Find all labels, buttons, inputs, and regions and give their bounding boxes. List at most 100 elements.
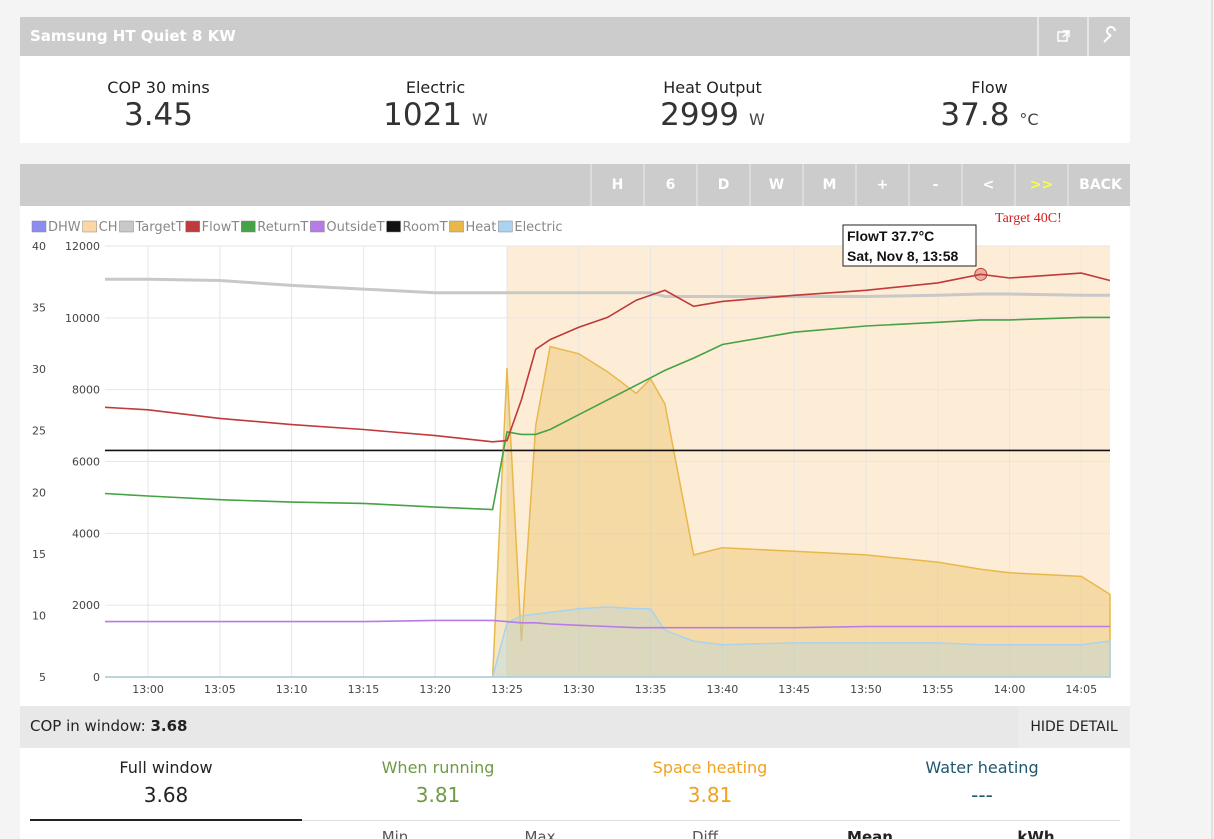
y2-tick-label: 8000 <box>72 384 100 397</box>
share-button[interactable] <box>1037 17 1087 56</box>
column-header: kWh <box>1017 828 1055 839</box>
x-tick-label: 13:20 <box>419 683 451 696</box>
toolbar: H 6 D W M + - < >> BACK <box>20 164 1130 206</box>
legend-label: Heat <box>466 220 497 235</box>
hover-marker <box>974 267 988 281</box>
stat-value: 2999 <box>660 97 740 133</box>
y-tick-label: 40 <box>32 240 46 253</box>
stats-row: COP 30 mins 3.45 Electric 1021 W Heat Outpu… <box>20 56 1130 143</box>
x-tick-label: 13:50 <box>850 683 882 696</box>
scrollbar-edge <box>1211 0 1213 839</box>
range-button[interactable]: 6 <box>643 164 696 206</box>
y-tick-label: 15 <box>32 548 46 561</box>
y-tick-label: 20 <box>32 486 46 499</box>
range-button[interactable]: D <box>696 164 749 206</box>
tab-value: 3.81 <box>415 783 461 807</box>
stat-label: Electric <box>405 78 466 97</box>
x-tick-label: 13:25 <box>491 683 523 696</box>
legend-label: ReturnT <box>257 220 308 235</box>
y2-tick-label: 10000 <box>65 312 100 325</box>
line <box>105 619 1110 629</box>
range-button[interactable]: W <box>749 164 802 206</box>
tab-label: Space heating <box>652 758 768 777</box>
tooltip-title: FlowT 37.7°C <box>847 228 934 244</box>
cop-tab[interactable]: Full window 3.68 <box>30 748 302 807</box>
line <box>104 316 1110 511</box>
range-button[interactable]: H <box>590 164 643 206</box>
x-tick-label: 13:30 <box>563 683 595 696</box>
x-tick-label: 14:00 <box>994 683 1026 696</box>
chart: Target 40C! 0 2000 4000 6000 8000 10000 12000 5… <box>20 206 1130 706</box>
stat-value: 1021 <box>383 97 463 133</box>
column-header: Min <box>381 828 409 839</box>
y-tick-label: 10 <box>32 609 46 622</box>
legend-swatch <box>241 220 256 233</box>
tab-value: 3.68 <box>143 783 189 807</box>
y2-tick-label: 4000 <box>72 527 100 540</box>
legend-swatch <box>498 220 513 233</box>
y-tick-label: 30 <box>32 363 46 376</box>
tooltip-subtitle: Sat, Nov 8, 13:58 <box>847 248 958 264</box>
x-tick-label: 13:15 <box>348 683 380 696</box>
back-button[interactable]: BACK <box>1067 164 1132 206</box>
tab-label: Full window <box>119 758 213 777</box>
stat-value: 3.45 <box>123 97 194 133</box>
range-button[interactable]: M <box>802 164 855 206</box>
summary-value: 3.68 <box>150 717 188 735</box>
column-header: Mean <box>847 828 893 839</box>
x-tick-label: 13:40 <box>707 683 739 696</box>
tab-label: Water heating <box>925 758 1039 777</box>
pan-left-button[interactable]: < <box>961 164 1014 206</box>
legend-label: CH <box>99 220 118 235</box>
y2-tick-label: 6000 <box>72 456 100 469</box>
settings-button[interactable] <box>1087 17 1132 56</box>
zoom-out-button[interactable]: - <box>908 164 961 206</box>
legend-swatch <box>82 220 97 233</box>
legend-label: DHW <box>48 220 81 235</box>
cop-tab[interactable]: Space heating 3.81 <box>574 748 846 807</box>
cop-tab[interactable]: When running 3.81 <box>302 748 574 807</box>
tab-value: 3.81 <box>687 783 733 807</box>
header-title: Samsung HT Quiet 8 KW <box>30 27 236 45</box>
tab-label: When running <box>381 758 495 777</box>
stat-unit: W <box>749 110 765 129</box>
x-tick-label: 13:05 <box>204 683 236 696</box>
hide-detail-button[interactable]: HIDE DETAIL <box>1018 706 1130 748</box>
y-tick-label: 5 <box>39 671 46 684</box>
stat-unit: W <box>472 110 488 129</box>
stat: Electric 1021 W <box>297 56 574 133</box>
header-bar: Samsung HT Quiet 8 KW <box>20 17 1130 56</box>
stat: COP 30 mins 3.45 <box>20 56 297 133</box>
stat: Flow 37.8 °C <box>851 56 1128 133</box>
legend-label: TargetT <box>135 220 184 235</box>
line <box>104 272 1111 443</box>
summary-bar: COP in window: 3.68 HIDE DETAIL <box>20 706 1130 748</box>
legend-swatch <box>386 220 401 233</box>
stat-label: COP 30 mins <box>107 78 210 97</box>
tab-value: --- <box>971 783 993 807</box>
legend-swatch <box>31 220 47 233</box>
cop-tab[interactable]: Water heating --- <box>846 748 1118 807</box>
stat-value: 37.8 <box>940 97 1010 133</box>
wrench-icon <box>1103 26 1116 43</box>
pan-right-button[interactable]: >> <box>1014 164 1067 206</box>
legend-label: FlowT <box>202 220 240 235</box>
legend-label: Electric <box>514 220 562 235</box>
y2-tick-label: 0 <box>93 671 100 684</box>
stat-label: Flow <box>971 78 1008 97</box>
y2-tick-label: 12000 <box>65 240 100 253</box>
column-header: Diff <box>691 828 719 839</box>
divider <box>30 820 1120 821</box>
x-tick-label: 14:05 <box>1065 683 1097 696</box>
cop-panel: Full window 3.68 When running 3.81 Space h… <box>20 748 1130 839</box>
tooltip: FlowT 37.7°C Sat, Nov 8, 13:58 <box>842 224 977 267</box>
x-tick-label: 13:35 <box>635 683 667 696</box>
legend-swatch <box>185 220 200 233</box>
x-tick-label: 13:55 <box>922 683 954 696</box>
legend-swatch <box>310 220 325 233</box>
zoom-in-button[interactable]: + <box>855 164 908 206</box>
summary-label: COP in window: <box>30 717 146 735</box>
y-tick-label: 25 <box>32 425 46 438</box>
legend-label: RoomT <box>403 220 448 235</box>
